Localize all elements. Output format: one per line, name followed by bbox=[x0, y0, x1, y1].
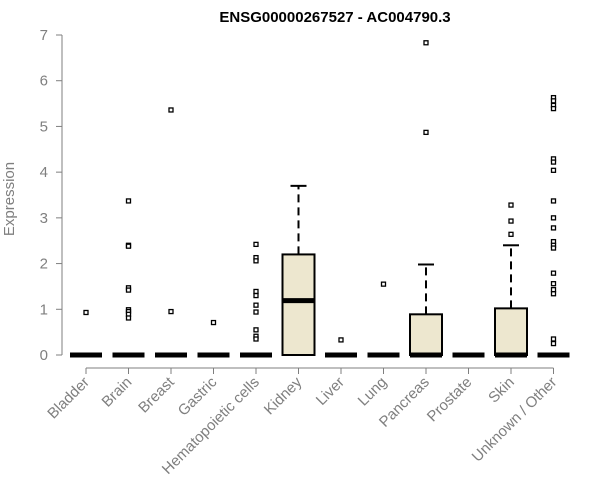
outlier-point bbox=[550, 245, 557, 251]
outlier-point bbox=[380, 281, 387, 287]
x-tick-label: Breast bbox=[135, 373, 178, 416]
box-breast bbox=[155, 107, 187, 358]
outlier-point bbox=[550, 198, 557, 204]
outlier-point bbox=[253, 309, 259, 315]
outlier-point bbox=[253, 336, 259, 342]
outlier-point bbox=[550, 336, 557, 342]
x-tick-label: Brain bbox=[99, 374, 136, 411]
box-hematopoietic-cells bbox=[240, 241, 272, 358]
box-body bbox=[409, 313, 443, 357]
outlier-point bbox=[550, 291, 557, 297]
outlier-point bbox=[168, 107, 174, 113]
x-tick-label: Skin bbox=[485, 374, 518, 407]
box-kidney bbox=[281, 184, 316, 356]
outlier-point bbox=[423, 40, 429, 46]
chart-title: ENSG00000267527 - AC004790.3 bbox=[219, 9, 450, 26]
y-tick-label: 4 bbox=[40, 164, 48, 181]
box-bladder bbox=[70, 309, 102, 358]
outlier-point bbox=[508, 231, 514, 237]
outlier-point bbox=[550, 105, 557, 112]
y-tick-label: 3 bbox=[40, 210, 48, 227]
y-tick-label: 0 bbox=[40, 347, 48, 364]
y-tick-label: 5 bbox=[40, 118, 48, 135]
box-series bbox=[70, 40, 570, 358]
outlier-point bbox=[253, 327, 259, 333]
outlier-point bbox=[550, 215, 557, 221]
outlier-point bbox=[253, 241, 259, 248]
x-tick-label: Liver bbox=[313, 374, 348, 409]
x-tick-label: Lung bbox=[355, 374, 391, 410]
box-skin bbox=[494, 202, 528, 358]
x-tick-label: Bladder bbox=[44, 374, 93, 423]
outlier-point bbox=[210, 319, 217, 326]
outlier-point bbox=[253, 288, 259, 295]
outlier-point bbox=[550, 167, 557, 173]
outlier-point bbox=[550, 225, 557, 231]
outlier-point bbox=[550, 270, 557, 276]
outlier-point bbox=[550, 286, 557, 293]
outlier-point bbox=[550, 340, 557, 347]
outlier-point bbox=[125, 287, 132, 293]
box-lung bbox=[367, 281, 400, 358]
outlier-point bbox=[253, 302, 259, 308]
box-body bbox=[494, 307, 528, 356]
outlier-point bbox=[125, 315, 132, 321]
outlier-point bbox=[253, 258, 259, 264]
y-tick-label: 1 bbox=[40, 301, 48, 318]
outlier-point bbox=[508, 202, 514, 208]
outlier-point bbox=[550, 159, 557, 165]
box-liver bbox=[325, 337, 357, 358]
box-unknown-other bbox=[537, 94, 570, 358]
outlier-point bbox=[83, 309, 89, 316]
outlier-point bbox=[253, 292, 259, 299]
box-body bbox=[281, 253, 316, 356]
outlier-point bbox=[550, 281, 557, 287]
y-tick-label: 7 bbox=[40, 27, 48, 44]
outlier-point bbox=[168, 308, 174, 315]
y-tick-label: 2 bbox=[40, 256, 48, 273]
outlier-point bbox=[125, 198, 132, 204]
y-axis-label: Expression bbox=[1, 162, 18, 236]
box-gastric bbox=[197, 319, 230, 358]
outlier-point bbox=[338, 337, 344, 343]
box-pancreas bbox=[409, 40, 443, 358]
x-tick-label: Prostate bbox=[424, 374, 476, 426]
outlier-point bbox=[125, 243, 132, 249]
box-brain bbox=[112, 198, 145, 358]
y-tick-label: 6 bbox=[40, 73, 48, 90]
outlier-point bbox=[508, 218, 514, 224]
x-tick-label: Kidney bbox=[261, 373, 306, 418]
outlier-point bbox=[550, 98, 557, 104]
y-axis: 0 1 2 3 4 5 6 7 bbox=[40, 27, 63, 364]
outlier-point bbox=[423, 129, 429, 136]
